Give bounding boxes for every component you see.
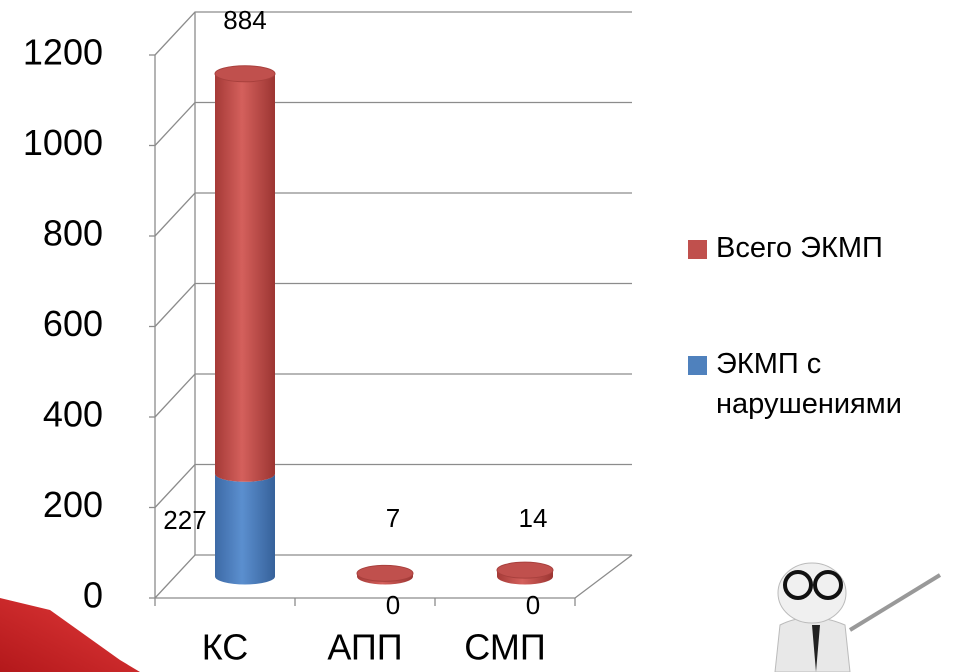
grid-line [154,282,632,327]
grid-line [154,554,632,599]
x-tick-label: КС [202,627,249,668]
grid-line [154,192,632,237]
y-tick-label: 400 [43,394,103,435]
legend-item: Всего ЭКМП [688,228,974,268]
data-label: 14 [519,503,548,533]
bar-cap [356,564,414,582]
data-label: 884 [223,5,266,35]
bar [215,73,275,482]
bar [497,570,553,585]
grid-line [154,373,632,418]
grid-line [154,463,632,508]
bar-cap [214,65,276,83]
y-tick-label: 600 [43,303,103,344]
teacher-figure [774,562,942,672]
data-label: 7 [386,503,400,533]
legend-item: ЭКМП с нарушениями [688,344,974,424]
data-label: 227 [163,505,206,535]
data-label: 0 [526,590,540,620]
y-tick-label: 1000 [23,122,103,163]
bar [215,473,275,585]
legend: Всего ЭКМП ЭКМП с нарушениями [688,228,974,424]
y-tick-label: 0 [83,575,103,616]
legend-label: Всего ЭКМП [716,232,883,264]
x-tick-label: АПП [327,627,402,668]
y-tick-label: 1200 [23,32,103,73]
y-tick-label: 200 [43,484,103,525]
legend-swatch [688,356,707,375]
x-tick-label: СМП [464,627,545,668]
bar [357,573,413,585]
grid-line [154,11,632,56]
grid-line [154,101,632,146]
y-tick-label: 800 [43,213,103,254]
corner-decoration [0,598,140,672]
data-label: 0 [386,590,400,620]
bar-cap [496,561,554,579]
legend-label: ЭКМП с нарушениями [716,348,902,420]
legend-swatch [688,240,707,259]
